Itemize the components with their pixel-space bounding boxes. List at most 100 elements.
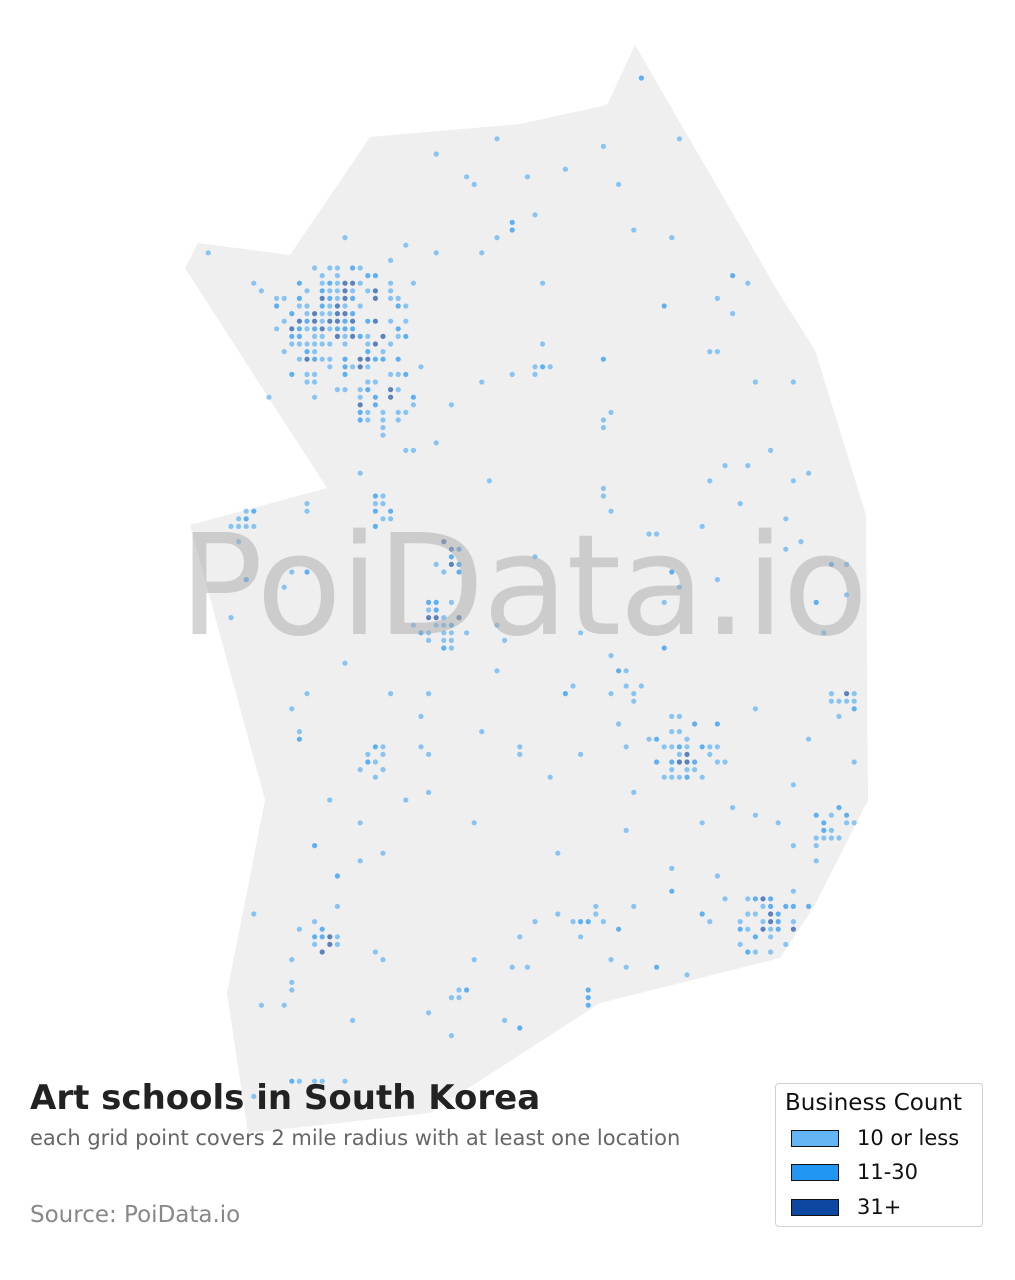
grid-point [464,174,470,180]
grid-point [661,774,667,780]
grid-point [281,1002,287,1008]
grid-point [570,919,576,925]
grid-point [342,333,348,339]
grid-point [342,318,348,324]
grid-point [806,470,812,476]
source-note: Source: PoiData.io [30,1202,241,1228]
grid-point [342,660,348,666]
grid-point [327,303,333,309]
grid-point [638,75,645,81]
grid-point [289,979,295,986]
grid-point [828,698,835,704]
grid-point [426,599,432,606]
grid-point [517,1025,523,1031]
grid-point [471,957,477,963]
grid-point [426,789,432,796]
grid-point [768,949,774,955]
grid-point [410,622,416,628]
grid-point [372,501,378,507]
grid-point [228,615,234,621]
grid-point [380,493,386,499]
grid-point [372,744,378,750]
grid-point [676,729,683,735]
grid-point [357,356,363,362]
grid-point [768,919,774,925]
grid-point [350,326,356,332]
legend-label: 10 or less [857,1126,960,1150]
grid-point [342,1078,348,1084]
grid-point [654,964,660,970]
grid-point [494,136,500,142]
grid-point [403,303,409,309]
grid-point [692,721,698,727]
grid-point [456,995,462,1001]
grid-point [296,333,302,339]
grid-point [319,288,325,294]
grid-point [768,447,774,453]
grid-point [388,394,394,400]
grid-point [289,957,295,963]
grid-point [821,835,827,841]
grid-point [669,713,675,720]
grid-point [342,311,348,317]
grid-point [334,903,340,910]
legend-item: 31+ [791,1195,901,1219]
grid-point [327,341,333,347]
grid-point [372,341,378,347]
grid-point [532,371,538,377]
grid-point [509,219,515,225]
grid-point [585,919,591,925]
grid-point [828,561,835,568]
grid-point [684,751,690,758]
grid-point [304,501,310,507]
grid-point [403,333,409,339]
grid-point [274,326,280,332]
grid-point [258,1002,264,1008]
grid-point [433,151,439,157]
grid-point [509,964,515,970]
grid-point [600,425,607,431]
grid-point [433,440,439,446]
grid-point [342,341,348,347]
grid-point [448,637,454,644]
grid-point [395,371,401,377]
grid-point [836,805,842,811]
grid-point [737,941,743,948]
grid-point [433,615,439,621]
grid-point [342,235,348,241]
grid-point [319,273,325,279]
grid-point [828,835,835,841]
grid-point [350,318,356,324]
grid-point [304,508,310,514]
legend-title: Business Count [785,1090,963,1116]
grid-point [350,1017,356,1024]
grid-point [403,447,409,453]
grid-point [334,273,340,279]
grid-point [578,919,584,925]
grid-point [312,311,318,317]
grid-point [654,531,660,537]
grid-point [441,569,447,575]
grid-point [578,751,584,758]
grid-point [410,402,416,408]
grid-point [433,250,439,256]
grid-point [319,318,325,324]
grid-point [350,333,356,339]
grid-point [517,744,523,750]
grid-point [730,805,736,811]
grid-point [327,318,333,324]
grid-point [433,599,439,606]
grid-point [342,387,348,393]
grid-point [851,706,857,712]
grid-point [540,364,546,370]
grid-point [600,143,607,149]
grid-point [540,280,546,286]
grid-point [334,303,340,309]
grid-point [737,919,743,925]
grid-point [312,394,318,400]
grid-point [289,341,295,347]
grid-point [251,508,257,514]
grid-point [699,523,705,530]
grid-point [365,379,371,385]
grid-point [441,615,447,621]
